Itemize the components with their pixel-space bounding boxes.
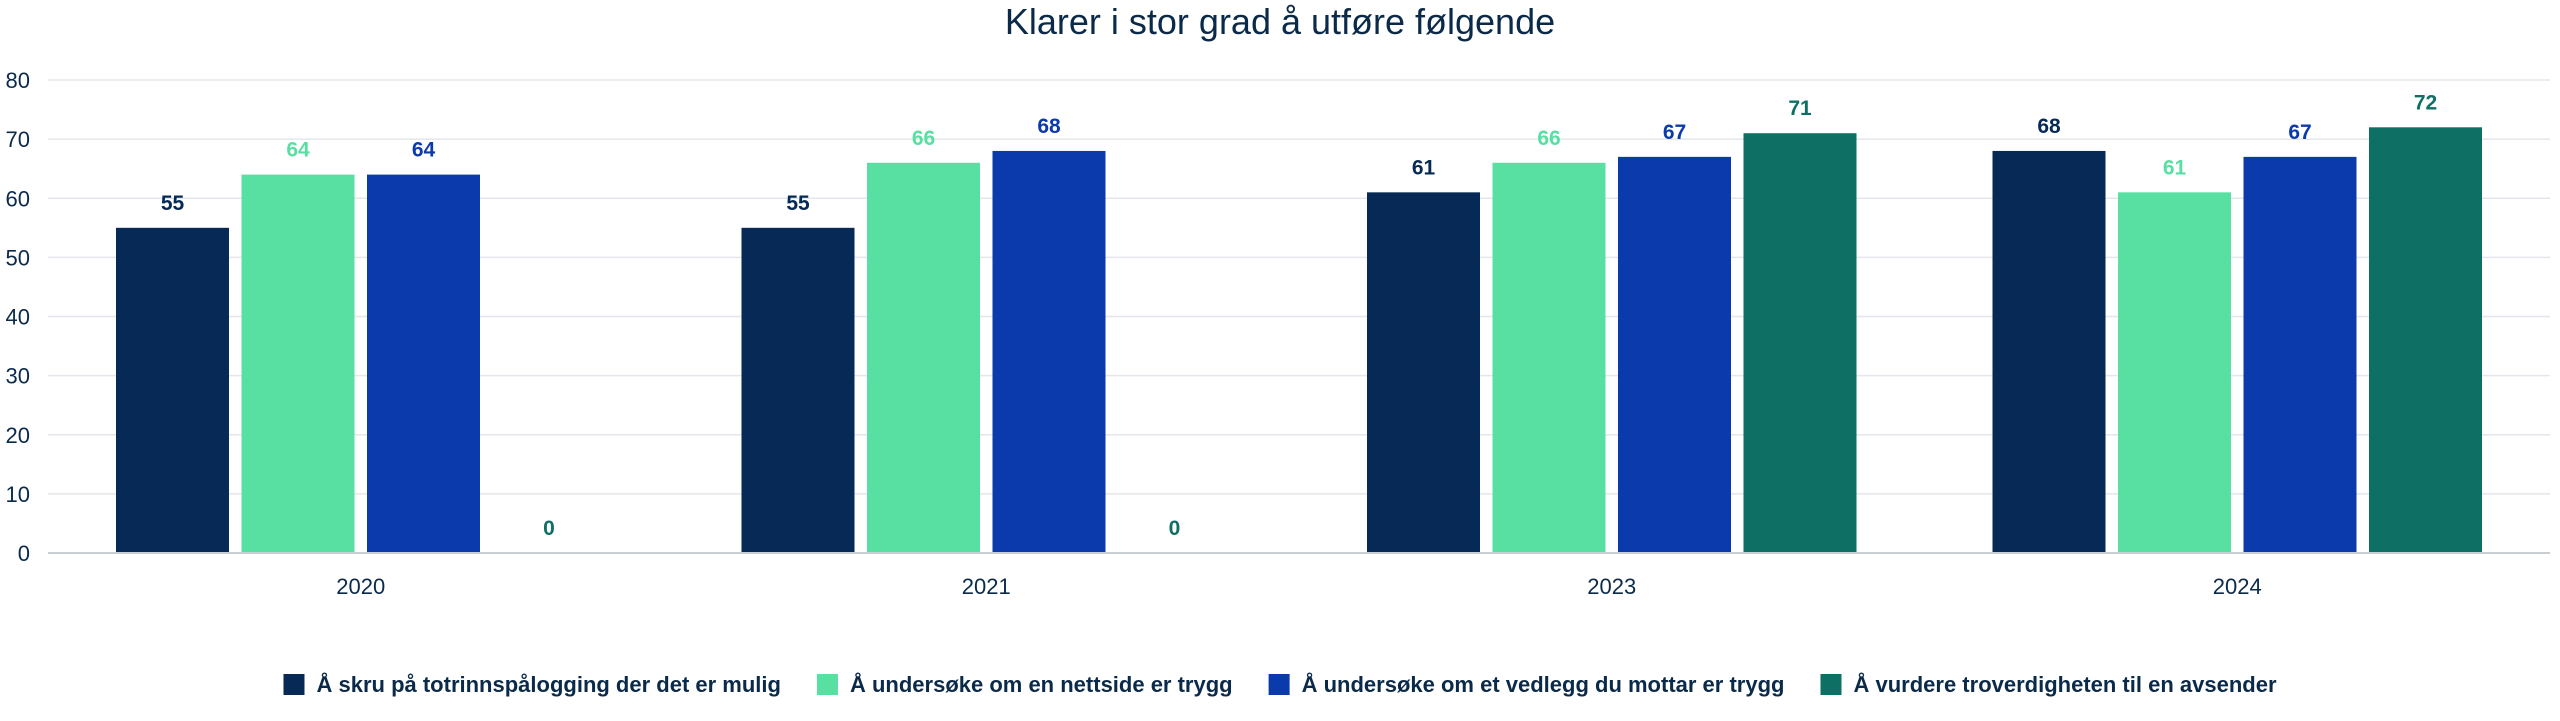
data-label: 61 xyxy=(1412,156,1436,179)
y-tick-label: 70 xyxy=(6,127,30,152)
legend-label: Å vurdere troverdigheten til en avsender xyxy=(1853,671,2276,697)
data-label: 55 xyxy=(786,192,810,215)
data-label: 68 xyxy=(1037,115,1061,138)
legend-label: Å undersøke om en nettside er trygg xyxy=(850,671,1233,697)
bars xyxy=(116,127,2482,554)
data-label: 71 xyxy=(1788,97,1812,120)
y-tick-label: 50 xyxy=(6,245,30,270)
bar xyxy=(1992,150,2106,553)
legend-item[interactable]: Å skru på totrinnspålogging der det er m… xyxy=(283,671,781,697)
bar xyxy=(867,162,980,553)
y-axis-ticks: 0 10 20 30 40 50 60 70 80 xyxy=(6,68,30,566)
y-tick-label: 0 xyxy=(18,541,30,566)
bar xyxy=(992,150,1106,553)
data-label: 72 xyxy=(2414,91,2437,114)
data-label: 64 xyxy=(286,139,310,162)
y-tick-label: 10 xyxy=(6,482,30,507)
legend-item[interactable]: Å undersøke om en nettside er trygg xyxy=(816,671,1233,697)
x-tick-label: 2021 xyxy=(962,574,1011,599)
y-tick-label: 40 xyxy=(6,305,30,330)
x-tick-label: 2023 xyxy=(1587,574,1636,599)
legend-label: Å skru på totrinnspålogging der det er m… xyxy=(316,671,780,697)
data-label: 67 xyxy=(2288,121,2311,144)
legend-item[interactable]: Å undersøke om et vedlegg du mottar er t… xyxy=(1268,671,1785,697)
legend-swatch xyxy=(816,674,838,695)
legend-swatch xyxy=(1268,674,1290,695)
legend-swatch xyxy=(283,674,305,695)
bar xyxy=(1618,156,1731,554)
y-tick-label: 80 xyxy=(6,68,30,93)
x-tick-label: 2020 xyxy=(336,574,385,599)
data-label: 0 xyxy=(543,517,555,540)
legend: Å skru på totrinnspålogging der det er m… xyxy=(283,671,2277,697)
bar xyxy=(1492,162,1606,553)
bar xyxy=(2369,127,2482,554)
y-tick-label: 60 xyxy=(6,186,30,211)
bar xyxy=(2118,192,2231,553)
legend-label: Å undersøke om et vedlegg du mottar er t… xyxy=(1302,671,1785,697)
x-axis-ticks: 2020 2021 2023 2024 xyxy=(336,574,2261,599)
bar xyxy=(241,174,355,553)
y-tick-label: 30 xyxy=(6,364,30,389)
x-tick-label: 2024 xyxy=(2213,574,2262,599)
data-label: 0 xyxy=(1169,517,1181,540)
bar xyxy=(116,227,229,553)
data-label: 67 xyxy=(1663,121,1686,144)
bar xyxy=(2243,156,2357,554)
data-label: 64 xyxy=(412,139,436,162)
data-label: 61 xyxy=(2163,156,2187,179)
data-label: 66 xyxy=(1537,127,1560,150)
y-tick-label: 20 xyxy=(6,423,30,448)
data-label: 68 xyxy=(2037,115,2061,138)
bar xyxy=(741,227,855,553)
data-labels: 55 64 64 0 55 66 68 0 61 66 67 71 68 61 67 72 xyxy=(161,91,2437,540)
chart-title: Klarer i stor grad å utføre følgende xyxy=(1005,1,1555,42)
bar xyxy=(1367,192,1480,553)
data-label: 66 xyxy=(912,127,935,150)
bar xyxy=(367,174,480,553)
legend-item[interactable]: Å vurdere troverdigheten til en avsender xyxy=(1820,671,2277,697)
data-label: 55 xyxy=(161,192,185,215)
bar xyxy=(1743,133,1857,553)
legend-swatch xyxy=(1820,674,1842,695)
